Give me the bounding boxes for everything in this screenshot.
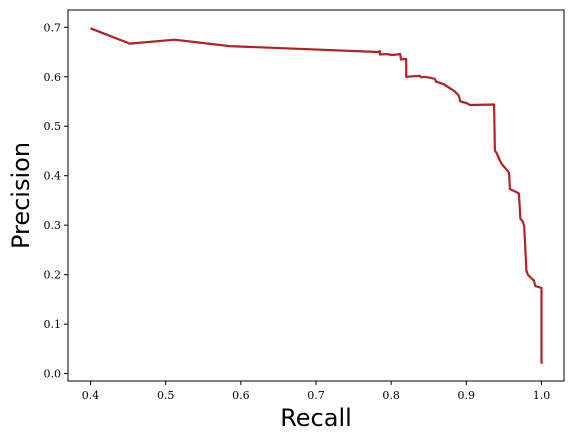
- x-tick-label: 0.7: [307, 389, 325, 402]
- x-axis-ticks: 0.4 0.5 0.6 0.7 0.8 0.9 1.0: [82, 381, 550, 402]
- y-axis-title: Precision: [7, 142, 35, 249]
- y-tick-label: 0.2: [44, 269, 62, 282]
- series-layer: [90, 27, 543, 364]
- x-tick-label: 0.5: [157, 389, 175, 402]
- precision-recall-line: [90, 27, 543, 364]
- y-tick-label: 0.4: [44, 170, 62, 183]
- y-tick-label: 0.6: [44, 71, 62, 84]
- x-tick-label: 0.4: [82, 389, 100, 402]
- x-axis-title: Recall: [280, 404, 352, 432]
- y-tick-label: 0.1: [44, 318, 62, 331]
- y-axis-ticks: 0.0 0.1 0.2 0.3 0.4 0.5 0.6 0.7: [44, 21, 68, 381]
- y-tick-label: 0.5: [44, 120, 62, 133]
- x-tick-label: 0.6: [232, 389, 250, 402]
- y-tick-label: 0.3: [44, 219, 62, 232]
- y-tick-label: 0.0: [44, 368, 62, 381]
- x-tick-label: 0.9: [458, 389, 476, 402]
- x-tick-label: 1.0: [533, 389, 551, 402]
- y-tick-label: 0.7: [44, 21, 62, 34]
- x-tick-label: 0.8: [382, 389, 400, 402]
